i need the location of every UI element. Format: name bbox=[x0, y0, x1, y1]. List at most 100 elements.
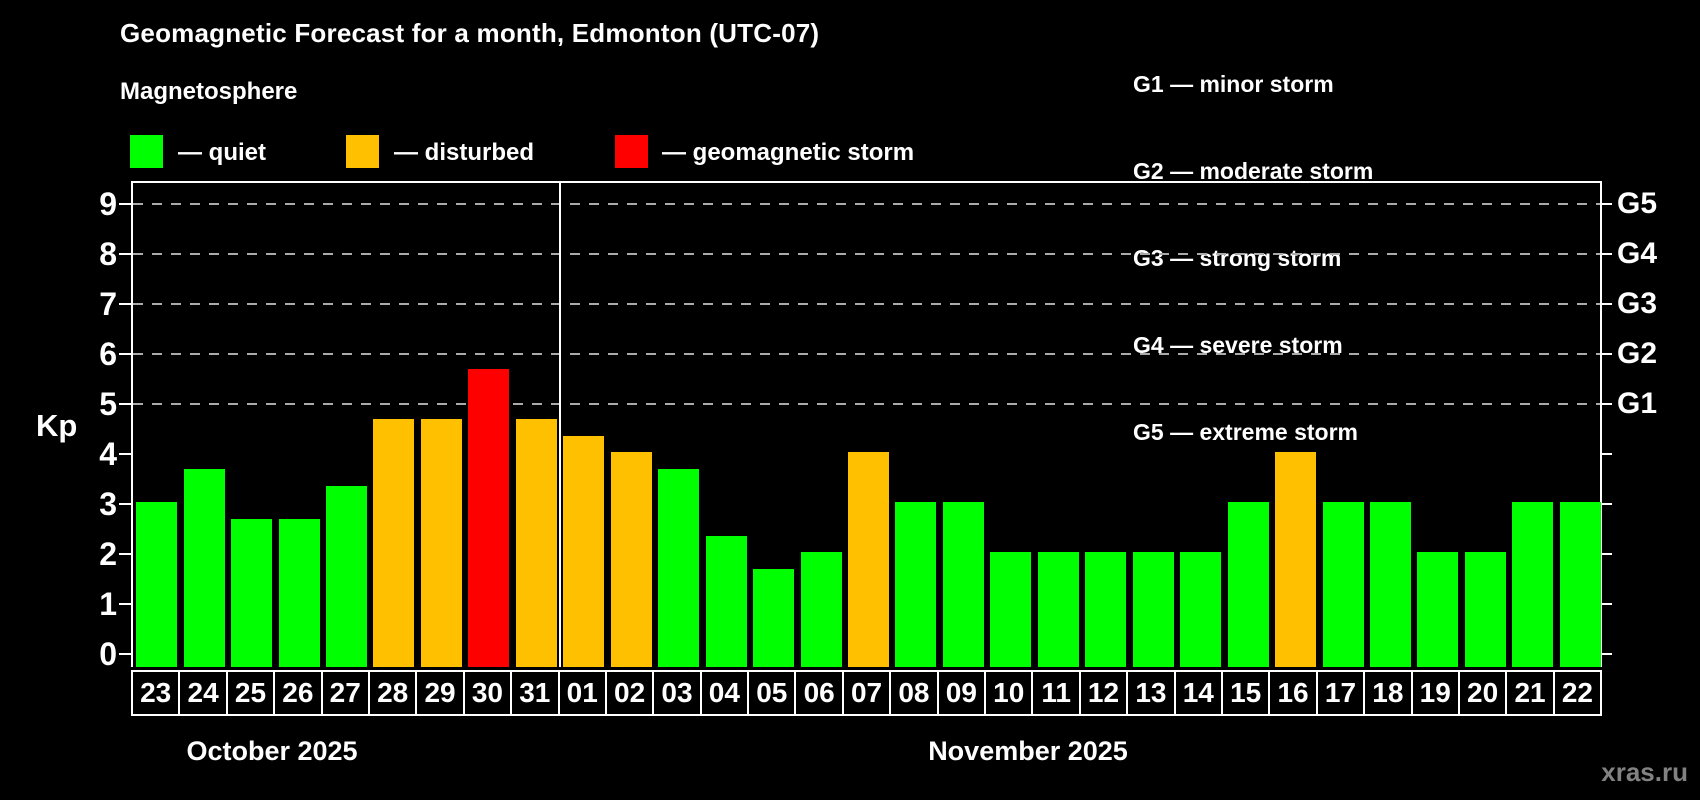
kp-bar-day-12 bbox=[1085, 552, 1127, 667]
y-tick-label-1: 1 bbox=[99, 586, 117, 622]
kp-bar-day-28 bbox=[373, 418, 415, 667]
y-tick-label-7: 7 bbox=[99, 286, 117, 322]
kp-bar-day-29 bbox=[420, 418, 462, 667]
kp-bar-day-31 bbox=[515, 418, 557, 667]
legend-swatch-quiet bbox=[130, 135, 163, 168]
y-tick-label-2: 2 bbox=[99, 536, 117, 572]
g-level-label-g1: G1 bbox=[1617, 387, 1658, 420]
kp-bar-day-21 bbox=[1512, 502, 1554, 667]
date-cell-01: 01 bbox=[557, 670, 607, 716]
date-cell-27: 27 bbox=[320, 670, 370, 716]
y-tick-label-0: 0 bbox=[99, 636, 117, 672]
kp-bar-day-22 bbox=[1559, 502, 1601, 667]
date-cell-05: 05 bbox=[747, 670, 797, 716]
y-axis-label: Kp bbox=[36, 408, 78, 443]
y-tick-right-6 bbox=[1600, 353, 1612, 355]
month-label-november: November 2025 bbox=[928, 736, 1128, 766]
watermark: xras.ru bbox=[1601, 757, 1688, 787]
kp-bar-day-24 bbox=[183, 468, 225, 667]
g-scale-line-g5: G5 — extreme storm bbox=[1133, 419, 1358, 445]
date-cell-12: 12 bbox=[1078, 670, 1129, 716]
legend-label-quiet: — quiet bbox=[178, 139, 266, 166]
legend-label-disturbed: — disturbed bbox=[394, 139, 535, 166]
date-cell-23: 23 bbox=[131, 670, 181, 716]
y-tick-right-7 bbox=[1600, 303, 1612, 305]
date-cell-18: 18 bbox=[1363, 670, 1413, 716]
kp-bar-day-30 bbox=[468, 368, 510, 667]
y-tick-left-4 bbox=[119, 453, 131, 455]
g-level-label-g5: G5 bbox=[1617, 187, 1658, 220]
date-cell-09: 09 bbox=[936, 670, 987, 716]
g-level-label-g2: G2 bbox=[1617, 337, 1658, 370]
y-tick-right-5 bbox=[1600, 403, 1612, 405]
y-tick-label-9: 9 bbox=[99, 186, 117, 222]
kp-bar-day-11 bbox=[1037, 552, 1079, 667]
legend-label-storm: — geomagnetic storm bbox=[662, 139, 915, 166]
kp-bar-day-02 bbox=[610, 452, 652, 667]
gridline-kp5 bbox=[133, 403, 1600, 405]
kp-bar-day-18 bbox=[1369, 502, 1411, 667]
kp-bar-day-15 bbox=[1227, 502, 1269, 667]
y-tick-right-3 bbox=[1600, 503, 1612, 505]
g-scale-line-g1: G1 — minor storm bbox=[1133, 71, 1334, 97]
kp-bar-day-03 bbox=[658, 468, 700, 667]
y-tick-left-6 bbox=[119, 353, 131, 355]
y-tick-right-1 bbox=[1600, 603, 1612, 605]
kp-bar-day-13 bbox=[1132, 552, 1174, 667]
date-cell-13: 13 bbox=[1126, 670, 1176, 716]
kp-bar-day-16 bbox=[1275, 452, 1317, 667]
gridline-kp7 bbox=[133, 303, 1600, 305]
date-cell-21: 21 bbox=[1505, 670, 1555, 716]
month-separator-line bbox=[559, 183, 562, 667]
y-tick-left-7 bbox=[119, 303, 131, 305]
y-tick-left-8 bbox=[119, 253, 131, 255]
kp-bar-day-10 bbox=[990, 552, 1032, 667]
kp-bar-day-04 bbox=[705, 535, 747, 667]
date-cell-11: 11 bbox=[1031, 670, 1081, 716]
y-tick-left-0 bbox=[119, 653, 131, 655]
kp-bar-day-17 bbox=[1322, 502, 1364, 667]
date-cell-31: 31 bbox=[510, 670, 560, 716]
y-tick-label-5: 5 bbox=[99, 386, 117, 422]
date-cell-25: 25 bbox=[225, 670, 276, 716]
date-cell-08: 08 bbox=[889, 670, 939, 716]
gridline-kp6 bbox=[133, 353, 1600, 355]
y-tick-left-1 bbox=[119, 603, 131, 605]
date-cell-17: 17 bbox=[1315, 670, 1366, 716]
y-tick-left-5 bbox=[119, 403, 131, 405]
kp-bar-day-08 bbox=[895, 502, 937, 667]
kp-bar-day-23 bbox=[136, 502, 178, 667]
date-cell-24: 24 bbox=[178, 670, 228, 716]
y-tick-left-3 bbox=[119, 503, 131, 505]
date-cell-22: 22 bbox=[1552, 670, 1603, 716]
g-scale-line-g3: G3 — strong storm bbox=[1133, 245, 1342, 271]
date-cell-16: 16 bbox=[1268, 670, 1318, 716]
y-tick-right-9 bbox=[1600, 203, 1612, 205]
date-cell-03: 03 bbox=[652, 670, 702, 716]
date-cell-14: 14 bbox=[1173, 670, 1223, 716]
g-scale-legend: G1 — minor storm G2 — moderate storm G3 … bbox=[1133, 12, 1373, 505]
kp-bar-day-09 bbox=[942, 502, 984, 667]
y-tick-right-8 bbox=[1600, 253, 1612, 255]
date-cell-07: 07 bbox=[841, 670, 892, 716]
date-axis-row: 23 24 25 26 27 28 29 30 31 01 02 03 04 05 06 07 08 09 10 11… bbox=[131, 670, 1603, 716]
date-cell-28: 28 bbox=[367, 670, 418, 716]
date-cell-20: 20 bbox=[1457, 670, 1508, 716]
y-tick-right-2 bbox=[1600, 553, 1612, 555]
month-label-october: October 2025 bbox=[186, 736, 358, 766]
g-level-label-g3: G3 bbox=[1617, 287, 1658, 320]
y-tick-label-8: 8 bbox=[99, 236, 117, 272]
date-cell-06: 06 bbox=[794, 670, 844, 716]
g-scale-line-g2: G2 — moderate storm bbox=[1133, 158, 1374, 184]
kp-bar-day-14 bbox=[1180, 552, 1222, 667]
chart-subtitle: Magnetosphere bbox=[120, 78, 298, 105]
y-tick-label-3: 3 bbox=[99, 486, 117, 522]
date-cell-30: 30 bbox=[462, 670, 513, 716]
y-tick-left-9 bbox=[119, 203, 131, 205]
kp-bar-day-20 bbox=[1464, 552, 1506, 667]
kp-bar-day-07 bbox=[848, 452, 889, 667]
y-tick-left-2 bbox=[119, 553, 131, 555]
chart-title: Geomagnetic Forecast for a month, Edmont… bbox=[120, 18, 820, 48]
y-tick-label-4: 4 bbox=[99, 436, 117, 472]
